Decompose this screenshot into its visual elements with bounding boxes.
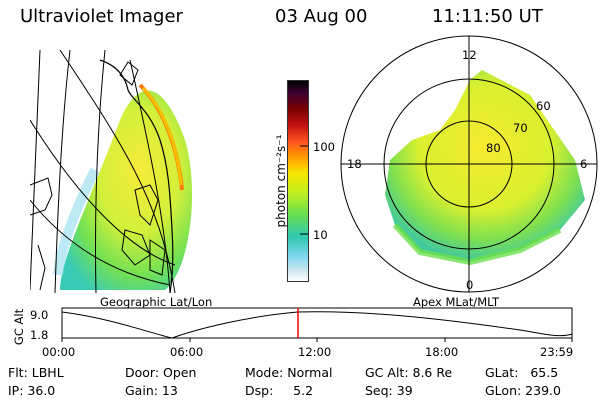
mlt-label-18: 18 <box>347 157 362 171</box>
altitude-ytick-low: 1.8 <box>30 328 49 342</box>
altitude-xtick-2359: 23:59 <box>540 345 574 359</box>
mlat-label-70: 70 <box>513 121 528 135</box>
mlat-label-80: 80 <box>486 141 501 155</box>
altitude-xtick-0600: 06:00 <box>170 345 204 359</box>
info-door: Door: Open <box>125 365 197 380</box>
colorbar <box>287 80 309 282</box>
info-glat: GLat: 65.5 <box>485 365 559 380</box>
info-glon: GLon: 239.0 <box>485 383 561 398</box>
instrument-title: Ultraviolet Imager <box>20 6 183 27</box>
info-gain: Gain: 13 <box>125 383 178 398</box>
mlt-label-12: 12 <box>462 48 477 62</box>
colorbar-tick-100: 100 <box>313 140 335 154</box>
info-dsp: Dsp: 5.2 <box>245 383 314 398</box>
mlt-label-0: 0 <box>466 278 474 292</box>
info-seq: Seq: 39 <box>365 383 413 398</box>
info-ip: IP: 36.0 <box>8 383 56 398</box>
left-panel-label: Geographic Lat/Lon <box>100 295 213 309</box>
info-flt: Flt: LBHL <box>8 365 64 380</box>
mlat-label-60: 60 <box>536 99 551 113</box>
date-label: 03 Aug 00 <box>275 6 368 27</box>
altitude-xtick-1800: 18:00 <box>425 345 459 359</box>
right-panel-label: Apex MLat/MLT <box>413 295 500 309</box>
altitude-xtick-1200: 12:00 <box>298 345 332 359</box>
info-mode: Mode: Normal <box>245 365 333 380</box>
info-gc-alt: GC Alt: 8.6 Re <box>365 365 453 380</box>
time-label: 11:11:50 UT <box>432 6 543 27</box>
altitude-ytick-high: 9.0 <box>30 308 49 322</box>
mlt-label-6: 6 <box>580 157 588 171</box>
colorbar-tick-10: 10 <box>313 228 328 242</box>
altitude-xtick-0000: 00:00 <box>42 345 76 359</box>
